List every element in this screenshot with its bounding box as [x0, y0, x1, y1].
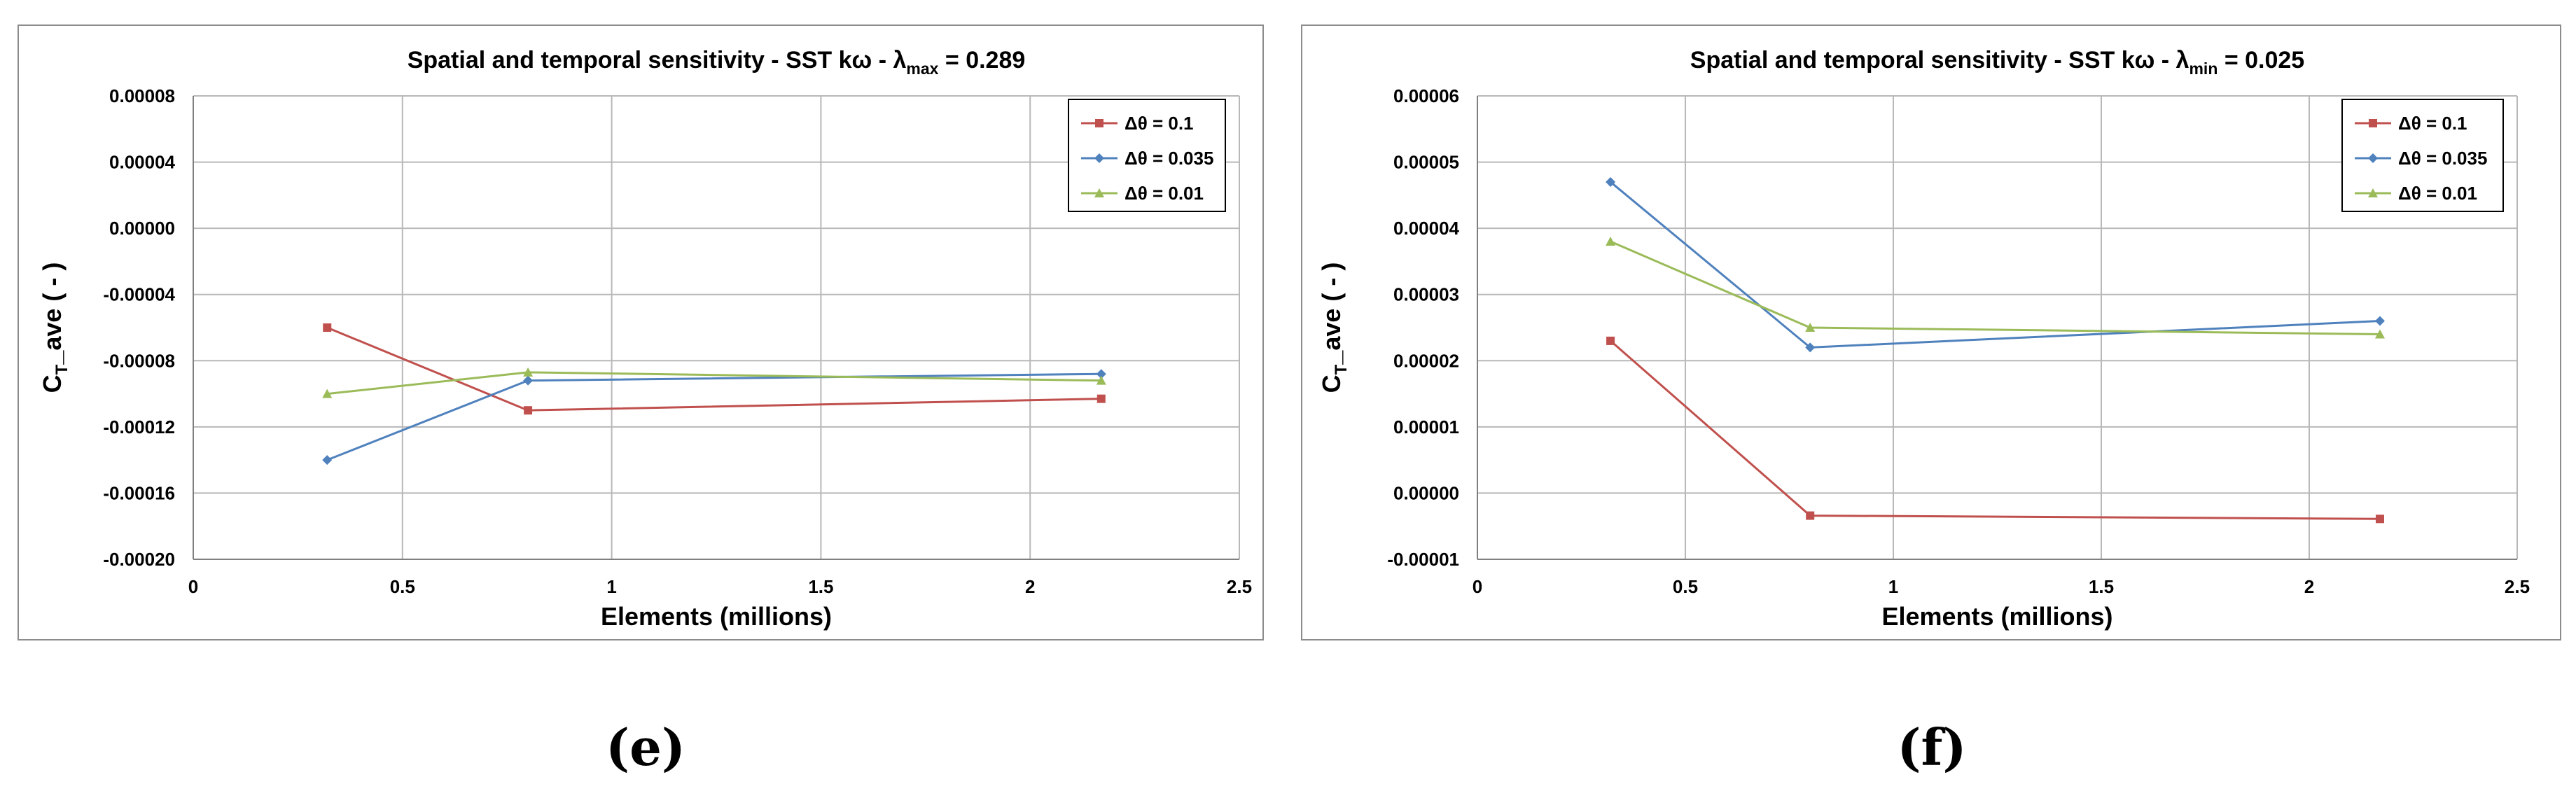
x-tick-label: 0.5 — [390, 576, 415, 597]
y-tick-label: -0.00001 — [1387, 549, 1459, 570]
y-label-main: C — [1317, 374, 1346, 393]
x-axis-label: Elements (millions) — [601, 602, 832, 631]
chart-panel-e: -0.00020 -0.00016 -0.00012 -0.00008 -0.00004… — [18, 24, 1264, 640]
diamond-marker — [1094, 153, 1104, 163]
diamond-marker — [322, 455, 333, 465]
y-tick-label: 0.00006 — [1393, 85, 1459, 106]
line-chart-f: -0.00001 0.00000 0.00001 0.00002 0.00003 0.00… — [1317, 47, 2530, 631]
title-main: Spatial and temporal sensitivity - SST k… — [408, 47, 907, 74]
series-line — [326, 326, 1101, 412]
chart-frame: -0.00020 -0.00016 -0.00012 -0.00008 -0.00004… — [18, 24, 1264, 640]
triangle-marker — [1805, 323, 1816, 332]
y-label-tail: _ave ( - ) — [1317, 262, 1346, 365]
diamond-marker — [2368, 153, 2378, 163]
x-tick-label: 1 — [606, 576, 616, 597]
triangle-marker — [1096, 375, 1106, 385]
panel-caption-e: (e) — [606, 718, 685, 777]
square-marker — [323, 323, 332, 332]
y-tick-label: -0.00012 — [103, 416, 175, 438]
square-marker — [1806, 511, 1815, 520]
x-tick-label: 2 — [2304, 576, 2314, 597]
legend-entry-label: Δθ = 0.01 — [1125, 183, 1204, 204]
diamond-marker — [1096, 369, 1106, 379]
y-tick-label: -0.00020 — [103, 549, 175, 570]
triangle-marker — [523, 367, 534, 377]
triangle-marker — [1606, 237, 1616, 246]
legend-entry-label: Δθ = 0.035 — [2398, 148, 2487, 169]
triangle-marker — [2368, 188, 2378, 197]
x-tick-label: 1.5 — [2089, 576, 2114, 597]
x-tick-label: 0.5 — [1673, 576, 1698, 597]
legend: Δθ = 0.1 Δθ = 0.035 Δθ = 0.01 — [2341, 99, 2504, 212]
series-3 — [322, 367, 1106, 398]
y-tick-label: 0.00004 — [1393, 218, 1460, 239]
y-tick-label: 0.00003 — [1393, 284, 1459, 305]
y-tick-label: 0.00004 — [109, 152, 176, 173]
diamond-marker — [1805, 342, 1816, 353]
series-line — [1610, 240, 2380, 335]
x-axis-label: Elements (millions) — [1881, 602, 2112, 631]
x-tick-label: 0 — [1473, 576, 1482, 597]
x-tick-label: 1.5 — [808, 576, 833, 597]
diamond-marker — [523, 375, 534, 386]
y-tick-label: 0.00008 — [109, 85, 175, 106]
y-tick-label: -0.00004 — [103, 284, 175, 305]
y-tick-label: 0.00002 — [1393, 350, 1459, 371]
y-tick-label: 0.00001 — [1393, 416, 1459, 438]
y-tick-label: -0.00008 — [103, 350, 175, 371]
legend: Δθ = 0.1 Δθ = 0.035 Δθ = 0.01 — [1068, 99, 1226, 212]
square-marker — [2375, 514, 2384, 524]
series-1 — [1606, 336, 2384, 524]
series-2 — [322, 369, 1106, 465]
x-tick-label: 0 — [188, 576, 198, 597]
diamond-marker — [2374, 316, 2385, 326]
legend-entry-label: Δθ = 0.035 — [1125, 148, 1213, 169]
chart-title: Spatial and temporal sensitivity - SST k… — [1690, 47, 2304, 78]
y-axis-label: CT_ave ( - ) — [1317, 262, 1351, 393]
title-subscript: max — [906, 59, 938, 78]
x-tick-label: 2.5 — [1227, 576, 1252, 597]
series-line — [1610, 181, 2381, 349]
y-label-main: C — [38, 374, 67, 393]
series-3 — [1606, 237, 2385, 339]
legend-entry-label: Δθ = 0.1 — [1125, 113, 1194, 134]
triangle-marker — [1094, 188, 1104, 197]
legend-entry-label: Δθ = 0.01 — [2398, 183, 2477, 204]
title-tail: = 0.289 — [938, 47, 1025, 74]
series-1 — [323, 323, 1106, 415]
triangle-marker — [2374, 329, 2385, 339]
y-tick-label: -0.00016 — [103, 482, 175, 503]
square-marker — [1606, 336, 1615, 345]
y-tick-label: 0.00000 — [1393, 482, 1459, 503]
legend-entry-label: Δθ = 0.1 — [2398, 113, 2467, 134]
y-axis-label: CT_ave ( - ) — [38, 262, 71, 393]
square-marker — [524, 406, 533, 415]
chart-frame: -0.00001 0.00000 0.00001 0.00002 0.00003 0.00… — [1301, 24, 2561, 640]
title-subscript: min — [2189, 59, 2218, 78]
panel-caption-f: (f) — [1897, 718, 1967, 777]
y-label-subscript: T — [1332, 364, 1351, 374]
title-main: Spatial and temporal sensitivity - SST k… — [1690, 47, 2189, 74]
x-tick-label: 2.5 — [2505, 576, 2530, 597]
x-tick-label: 1 — [1888, 576, 1898, 597]
series-line — [326, 372, 1101, 461]
y-label-subscript: T — [53, 364, 71, 374]
y-tick-label: 0.00005 — [1393, 152, 1459, 173]
square-marker — [1096, 394, 1106, 403]
triangle-marker — [322, 388, 333, 398]
y-label-tail: _ave ( - ) — [38, 262, 67, 365]
chart-title: Spatial and temporal sensitivity - SST k… — [408, 47, 1026, 78]
diamond-marker — [1606, 176, 1616, 187]
title-tail: = 0.025 — [2218, 47, 2304, 74]
y-tick-label: 0.00000 — [109, 218, 175, 239]
x-tick-label: 2 — [1025, 576, 1035, 597]
series-2 — [1606, 176, 2385, 353]
chart-panel-f: -0.00001 0.00000 0.00001 0.00002 0.00003 0.00… — [1301, 24, 2561, 640]
square-marker — [2369, 119, 2377, 127]
square-marker — [1095, 119, 1103, 127]
series-line — [1610, 340, 2380, 520]
line-chart-e: -0.00020 -0.00016 -0.00012 -0.00008 -0.00004… — [38, 47, 1252, 631]
